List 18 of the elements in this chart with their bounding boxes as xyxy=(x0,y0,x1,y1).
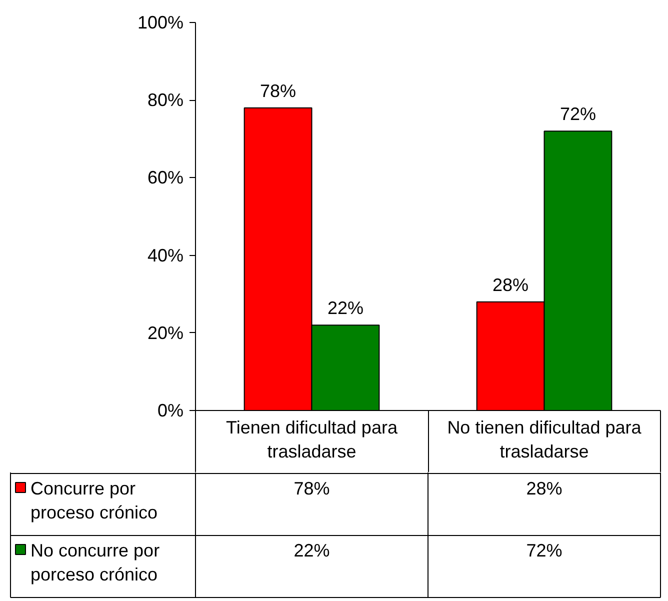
y-tick-label: 20% xyxy=(147,322,184,343)
data-label: 72% xyxy=(526,540,562,560)
data-label: 28% xyxy=(526,478,562,498)
legend-label: No concurre por porceso crónico xyxy=(30,540,160,584)
text: 78% xyxy=(260,80,296,101)
x-tick-label: Tienen dificultad para trasladarse xyxy=(226,418,398,462)
text: 22% xyxy=(327,298,364,318)
y-tick-label: 80% xyxy=(147,90,184,110)
y-tick-label: 60% xyxy=(147,168,184,188)
y-tick-label: 100% xyxy=(137,12,184,32)
x-tick-label: No tienen dificultad para trasladarse xyxy=(447,418,642,462)
data-label: 22% xyxy=(294,540,330,560)
y-tick-label: 40% xyxy=(147,245,184,266)
text: 72% xyxy=(560,104,596,124)
y-tick-label: 0% xyxy=(157,400,184,420)
legend-label: Concurre por proceso crónico xyxy=(30,478,158,522)
data-label: 78% xyxy=(294,478,330,498)
text: 28% xyxy=(492,274,529,295)
